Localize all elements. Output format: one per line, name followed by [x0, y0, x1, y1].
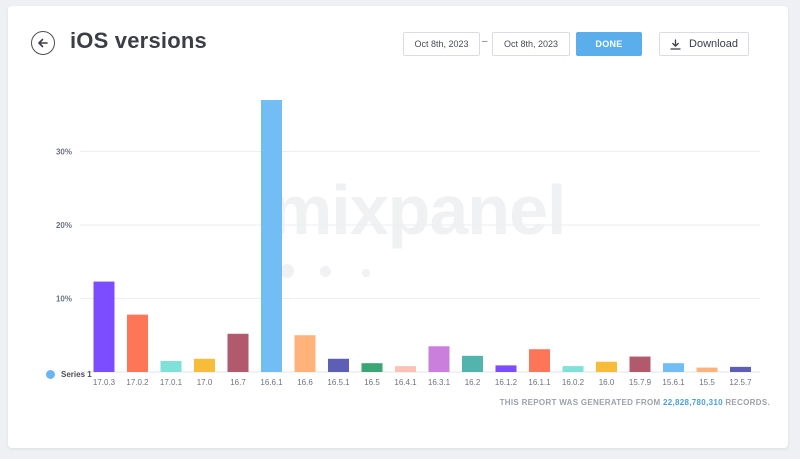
bar[interactable] — [361, 363, 383, 372]
x-tick-label: 16.7 — [230, 378, 246, 387]
legend-series-marker — [46, 370, 55, 379]
bar[interactable] — [596, 361, 617, 372]
bar[interactable] — [428, 346, 450, 372]
x-tick-label: 16.6 — [297, 378, 313, 387]
x-tick-label: 16.1.1 — [528, 378, 551, 387]
x-tick-label: 15.6.1 — [662, 378, 685, 387]
watermark-dot — [280, 264, 294, 278]
x-tick-label: 16.5.1 — [327, 378, 350, 387]
arrow-left-icon — [38, 38, 48, 48]
x-tick-label: 16.3.1 — [428, 378, 451, 387]
back-button[interactable] — [31, 31, 55, 55]
records-footer: THIS REPORT WAS GENERATED FROM 22,828,78… — [500, 398, 770, 407]
download-icon — [670, 38, 681, 50]
x-tick-label: 15.5 — [699, 378, 715, 387]
x-tick-label: 17.0.3 — [93, 378, 116, 387]
bar[interactable] — [562, 366, 584, 372]
bar[interactable] — [227, 333, 249, 372]
bar[interactable] — [395, 366, 416, 372]
legend-series-label: Series 1 — [61, 370, 92, 379]
page-title: iOS versions — [70, 28, 207, 53]
download-button[interactable]: Download — [659, 32, 749, 56]
watermark-dot — [362, 269, 370, 277]
x-tick-label: 16.5 — [364, 378, 380, 387]
x-tick-label: 17.0.1 — [160, 378, 183, 387]
bar[interactable] — [93, 281, 115, 372]
bar[interactable] — [462, 355, 483, 372]
bar[interactable] — [629, 356, 651, 372]
x-tick-label: 16.0.2 — [562, 378, 585, 387]
date-to-field[interactable]: Oct 8th, 2023 — [492, 32, 570, 56]
x-tick-label: 17.0.2 — [126, 378, 149, 387]
report-card — [8, 6, 788, 448]
y-tick-label: 30% — [56, 147, 72, 156]
bar[interactable] — [261, 100, 282, 372]
footer-prefix: THIS REPORT WAS GENERATED FROM — [499, 398, 661, 407]
bar[interactable] — [730, 366, 751, 372]
records-count: 22,828,780,310 — [663, 398, 723, 407]
download-label: Download — [689, 38, 738, 50]
chart-legend[interactable]: Series 1 — [46, 370, 92, 379]
y-tick-label: 10% — [56, 294, 72, 303]
date-from-field[interactable]: Oct 8th, 2023 — [403, 32, 480, 56]
x-tick-label: 16.2 — [465, 378, 481, 387]
bar[interactable] — [663, 363, 684, 372]
bar[interactable] — [328, 358, 349, 372]
watermark-dot — [320, 266, 331, 277]
bar[interactable] — [127, 314, 148, 372]
x-tick-label: 16.4.1 — [394, 378, 417, 387]
mixpanel-watermark: mixpanel — [270, 171, 566, 249]
bar[interactable] — [696, 367, 718, 372]
x-tick-label: 12.5.7 — [729, 378, 752, 387]
date-separator: – — [482, 36, 488, 47]
x-tick-label: 17.0 — [197, 378, 213, 387]
done-button[interactable]: DONE — [576, 32, 642, 56]
x-tick-label: 16.6.1 — [260, 378, 283, 387]
bar[interactable] — [160, 360, 182, 372]
x-tick-label: 15.7.9 — [629, 378, 652, 387]
bar[interactable] — [495, 365, 517, 372]
bar[interactable] — [529, 349, 550, 372]
x-tick-label: 16.1.2 — [495, 378, 518, 387]
footer-suffix: RECORDS. — [725, 398, 770, 407]
y-tick-label: 20% — [56, 221, 72, 230]
x-tick-label: 16.0 — [599, 378, 615, 387]
bar[interactable] — [194, 358, 215, 372]
bar[interactable] — [294, 335, 316, 372]
